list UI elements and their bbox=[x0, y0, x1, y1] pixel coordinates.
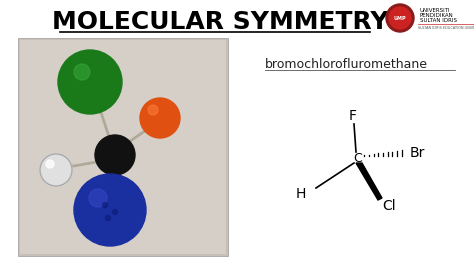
Text: UMP: UMP bbox=[394, 15, 406, 20]
Circle shape bbox=[46, 160, 54, 168]
Text: C: C bbox=[354, 152, 363, 164]
Circle shape bbox=[386, 4, 414, 32]
Circle shape bbox=[148, 105, 158, 115]
Circle shape bbox=[389, 7, 411, 29]
Polygon shape bbox=[356, 163, 382, 200]
Text: F: F bbox=[349, 109, 357, 123]
Text: Cl: Cl bbox=[382, 199, 396, 213]
Text: UNIVERSITI: UNIVERSITI bbox=[420, 8, 451, 13]
Circle shape bbox=[112, 210, 118, 214]
Text: H: H bbox=[296, 187, 306, 201]
Circle shape bbox=[102, 202, 108, 207]
Circle shape bbox=[58, 50, 122, 114]
Text: bromochlorofluromethane: bromochlorofluromethane bbox=[265, 58, 428, 71]
Circle shape bbox=[74, 64, 90, 80]
Text: SULTAN IDRIS EDUCATION UNIVERSITY: SULTAN IDRIS EDUCATION UNIVERSITY bbox=[418, 26, 474, 30]
Circle shape bbox=[140, 98, 180, 138]
Text: MOLECULAR SYMMETRY: MOLECULAR SYMMETRY bbox=[52, 10, 388, 34]
Circle shape bbox=[74, 174, 146, 246]
Circle shape bbox=[89, 189, 107, 207]
Circle shape bbox=[95, 135, 135, 175]
Text: Br: Br bbox=[410, 146, 425, 160]
FancyBboxPatch shape bbox=[18, 38, 228, 256]
Text: SULTAN IDRIS: SULTAN IDRIS bbox=[420, 18, 457, 23]
FancyBboxPatch shape bbox=[20, 40, 226, 254]
Text: PENDIDIKAN: PENDIDIKAN bbox=[420, 13, 454, 18]
Circle shape bbox=[40, 154, 72, 186]
Circle shape bbox=[106, 215, 110, 221]
